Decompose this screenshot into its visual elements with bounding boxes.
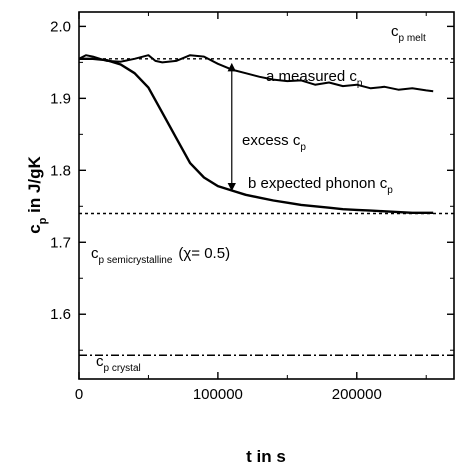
series-expected-phonon-cp — [79, 57, 434, 215]
label-cp-crystal: cp crystal — [96, 353, 141, 374]
y-tick-label: 1.6 — [50, 306, 71, 323]
x-tick-label: 0 — [75, 386, 83, 403]
series-measured-cp — [78, 54, 434, 93]
x-tick-label: 200000 — [332, 386, 382, 403]
label-expected-cp: b expected phonon cp — [248, 175, 393, 196]
x-axis-title: t in s — [246, 447, 286, 466]
reference-lines — [79, 58, 454, 356]
x-tick-label: 100000 — [193, 386, 243, 403]
label-cp-melt: cp melt — [391, 23, 426, 44]
label-excess-cp: excess cp — [242, 132, 306, 153]
y-tick-label: 1.8 — [50, 162, 71, 179]
label-measured-cp: a measured cp — [266, 68, 363, 89]
y-tick-label: 2.0 — [50, 18, 71, 35]
y-axis-title: cp in J/gK — [25, 155, 49, 233]
label-cp-semicrystalline: cp semicrystalline (χ= 0.5) — [91, 245, 230, 266]
data-series — [78, 54, 434, 215]
plot-frame — [78, 11, 455, 380]
axis-ticks: 1.6 1.7 1.8 1.9 2.0 0 100000 200000 — [50, 12, 454, 403]
y-tick-label: 1.7 — [50, 234, 71, 251]
y-tick-label: 1.9 — [50, 90, 71, 107]
